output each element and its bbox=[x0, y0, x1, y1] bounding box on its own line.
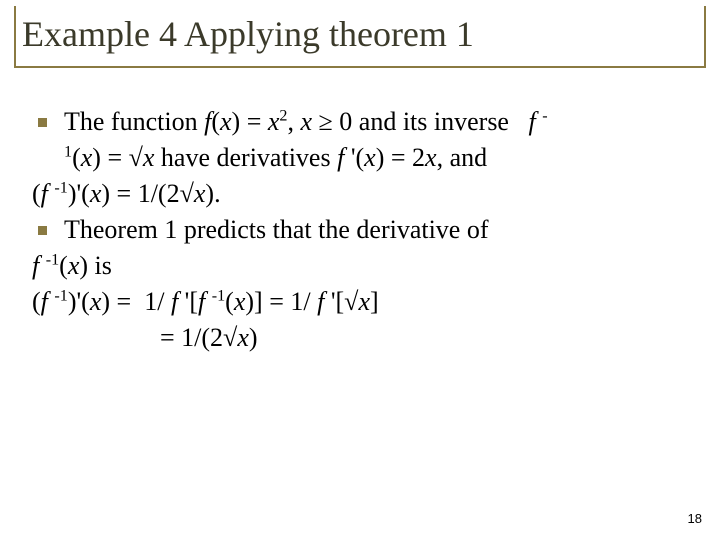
body-text: Theorem 1 predicts that the derivative o… bbox=[64, 215, 489, 244]
body-text: f -1(x) is bbox=[32, 251, 112, 280]
body-text: = 1/(2√x) bbox=[160, 323, 258, 352]
slide: Example 4 Applying theorem 1 The functio… bbox=[0, 0, 720, 540]
square-bullet-icon bbox=[38, 118, 47, 127]
square-bullet-icon bbox=[38, 226, 47, 235]
page-number: 18 bbox=[688, 511, 702, 526]
body-line: (f -1)'(x) = 1/ f '[f -1(x)] = 1/ f '[√x… bbox=[32, 284, 688, 320]
body-line: (f -1)'(x) = 1/(2√x). bbox=[32, 176, 688, 212]
title-box: Example 4 Applying theorem 1 bbox=[14, 6, 706, 68]
body-text: The function f(x) = x2, x ≥ 0 and its in… bbox=[64, 107, 548, 172]
body-line: f -1(x) is bbox=[32, 248, 688, 284]
body-text: (f -1)'(x) = 1/(2√x). bbox=[32, 179, 221, 208]
slide-title: Example 4 Applying theorem 1 bbox=[22, 12, 704, 56]
body-line: = 1/(2√x) bbox=[32, 320, 688, 356]
bullet-item: Theorem 1 predicts that the derivative o… bbox=[32, 212, 688, 248]
slide-body: The function f(x) = x2, x ≥ 0 and its in… bbox=[32, 104, 688, 356]
bullet-item: The function f(x) = x2, x ≥ 0 and its in… bbox=[32, 104, 688, 176]
body-text: (f -1)'(x) = 1/ f '[f -1(x)] = 1/ f '[√x… bbox=[32, 287, 379, 316]
